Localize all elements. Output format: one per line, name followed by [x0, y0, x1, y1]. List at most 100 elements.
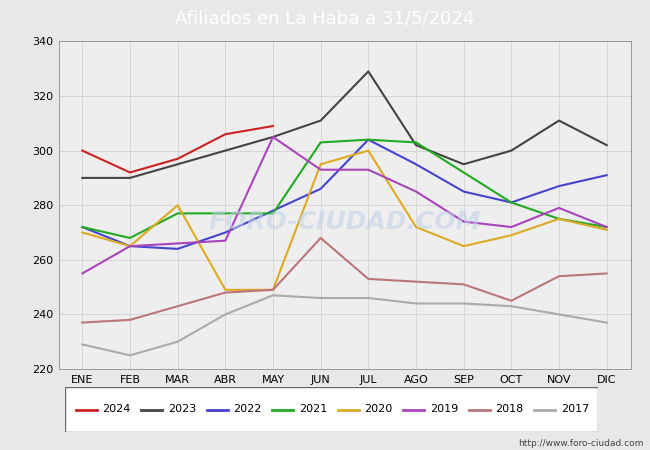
- 2018: [269, 287, 277, 292]
- 2021: [269, 211, 277, 216]
- 2022: [365, 137, 372, 142]
- 2021: [365, 137, 372, 142]
- 2024: [269, 123, 277, 129]
- 2020: [222, 287, 229, 292]
- 2021: [79, 225, 86, 230]
- Text: 2022: 2022: [233, 405, 262, 414]
- 2017: [317, 295, 324, 301]
- 2018: [508, 298, 515, 303]
- Line: 2017: 2017: [83, 295, 606, 356]
- 2020: [603, 227, 610, 233]
- Text: 2019: 2019: [430, 405, 458, 414]
- 2022: [79, 225, 86, 230]
- 2021: [174, 211, 181, 216]
- Text: 2017: 2017: [561, 405, 589, 414]
- Text: Afiliados en La Haba a 31/5/2024: Afiliados en La Haba a 31/5/2024: [176, 9, 474, 27]
- 2023: [508, 148, 515, 153]
- 2021: [508, 200, 515, 205]
- 2017: [603, 320, 610, 325]
- 2018: [555, 274, 563, 279]
- 2017: [412, 301, 420, 306]
- 2021: [317, 140, 324, 145]
- 2021: [555, 216, 563, 221]
- 2021: [222, 211, 229, 216]
- 2024: [126, 170, 134, 175]
- 2024: [79, 148, 86, 153]
- 2024: [174, 156, 181, 162]
- 2018: [174, 303, 181, 309]
- 2023: [79, 175, 86, 180]
- 2019: [126, 243, 134, 249]
- 2022: [555, 184, 563, 189]
- 2019: [508, 225, 515, 230]
- 2020: [412, 225, 420, 230]
- 2020: [269, 287, 277, 292]
- 2018: [365, 276, 372, 282]
- 2017: [460, 301, 467, 306]
- 2020: [555, 216, 563, 221]
- 2019: [603, 225, 610, 230]
- 2024: [222, 131, 229, 137]
- 2019: [555, 205, 563, 211]
- 2020: [79, 230, 86, 235]
- 2023: [269, 134, 277, 140]
- 2023: [174, 162, 181, 167]
- Text: 2023: 2023: [168, 405, 196, 414]
- 2023: [603, 143, 610, 148]
- 2019: [79, 271, 86, 276]
- 2023: [365, 69, 372, 74]
- 2021: [460, 170, 467, 175]
- Text: 2020: 2020: [364, 405, 393, 414]
- 2018: [460, 282, 467, 287]
- 2018: [317, 235, 324, 241]
- 2022: [174, 246, 181, 252]
- 2020: [126, 243, 134, 249]
- 2023: [555, 118, 563, 123]
- 2019: [317, 167, 324, 172]
- 2022: [222, 230, 229, 235]
- 2017: [126, 353, 134, 358]
- 2020: [365, 148, 372, 153]
- 2017: [79, 342, 86, 347]
- 2017: [174, 339, 181, 344]
- 2022: [317, 186, 324, 192]
- 2023: [222, 148, 229, 153]
- 2021: [603, 225, 610, 230]
- 2019: [365, 167, 372, 172]
- 2019: [269, 134, 277, 140]
- 2017: [508, 303, 515, 309]
- Text: 2021: 2021: [299, 405, 327, 414]
- 2018: [79, 320, 86, 325]
- 2020: [508, 233, 515, 238]
- 2022: [126, 243, 134, 249]
- 2023: [412, 143, 420, 148]
- 2021: [126, 235, 134, 241]
- 2018: [126, 317, 134, 323]
- Text: 2018: 2018: [495, 405, 523, 414]
- 2020: [174, 202, 181, 208]
- 2020: [317, 162, 324, 167]
- 2018: [603, 271, 610, 276]
- 2022: [269, 208, 277, 213]
- 2020: [460, 243, 467, 249]
- Line: 2022: 2022: [83, 140, 606, 249]
- 2023: [317, 118, 324, 123]
- 2017: [222, 312, 229, 317]
- Line: 2020: 2020: [83, 151, 606, 290]
- 2023: [126, 175, 134, 180]
- Line: 2021: 2021: [83, 140, 606, 238]
- 2019: [460, 219, 467, 224]
- 2019: [174, 241, 181, 246]
- Text: FORO-CIUDAD.COM: FORO-CIUDAD.COM: [208, 210, 481, 234]
- 2022: [460, 189, 467, 194]
- 2023: [460, 162, 467, 167]
- Line: 2023: 2023: [83, 72, 606, 178]
- 2018: [412, 279, 420, 284]
- 2022: [412, 162, 420, 167]
- 2017: [555, 312, 563, 317]
- 2017: [269, 292, 277, 298]
- Line: 2024: 2024: [83, 126, 273, 172]
- 2017: [365, 295, 372, 301]
- 2019: [412, 189, 420, 194]
- 2022: [603, 172, 610, 178]
